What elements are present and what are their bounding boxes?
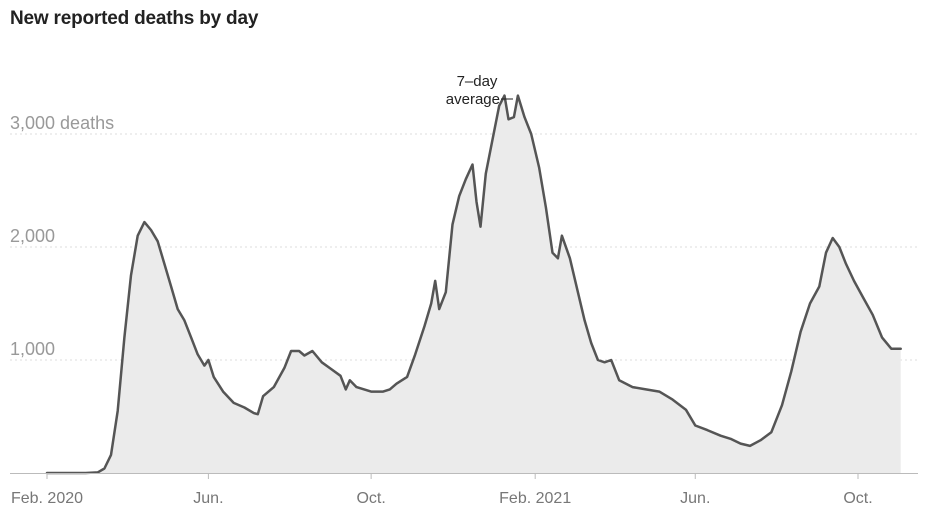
x-tick-label: Jun. [193, 490, 223, 507]
annotation-line-2: average [446, 91, 500, 108]
x-tick-label: Feb. 2020 [11, 490, 83, 507]
x-tick-label: Oct. [843, 490, 872, 507]
x-tick-label: Jun. [680, 490, 710, 507]
x-tick-label: Oct. [356, 490, 385, 507]
x-tick-label: Feb. 2021 [499, 490, 571, 507]
chart-title: New reported deaths by day [10, 8, 259, 29]
y-axis-ticks: 1,000 2,000 3,000 deaths [10, 113, 114, 359]
area-fill [47, 95, 901, 473]
y-tick-label: 2,000 [10, 226, 55, 246]
annotation-line-1: 7–day [457, 73, 498, 90]
series-line [45, 94, 902, 475]
y-tick-label: 3,000 deaths [10, 113, 114, 133]
y-tick-label: 1,000 [10, 339, 55, 359]
x-axis-ticks: Feb. 2020 Jun. Oct. Feb. 2021 Jun. Oct. [11, 473, 873, 507]
